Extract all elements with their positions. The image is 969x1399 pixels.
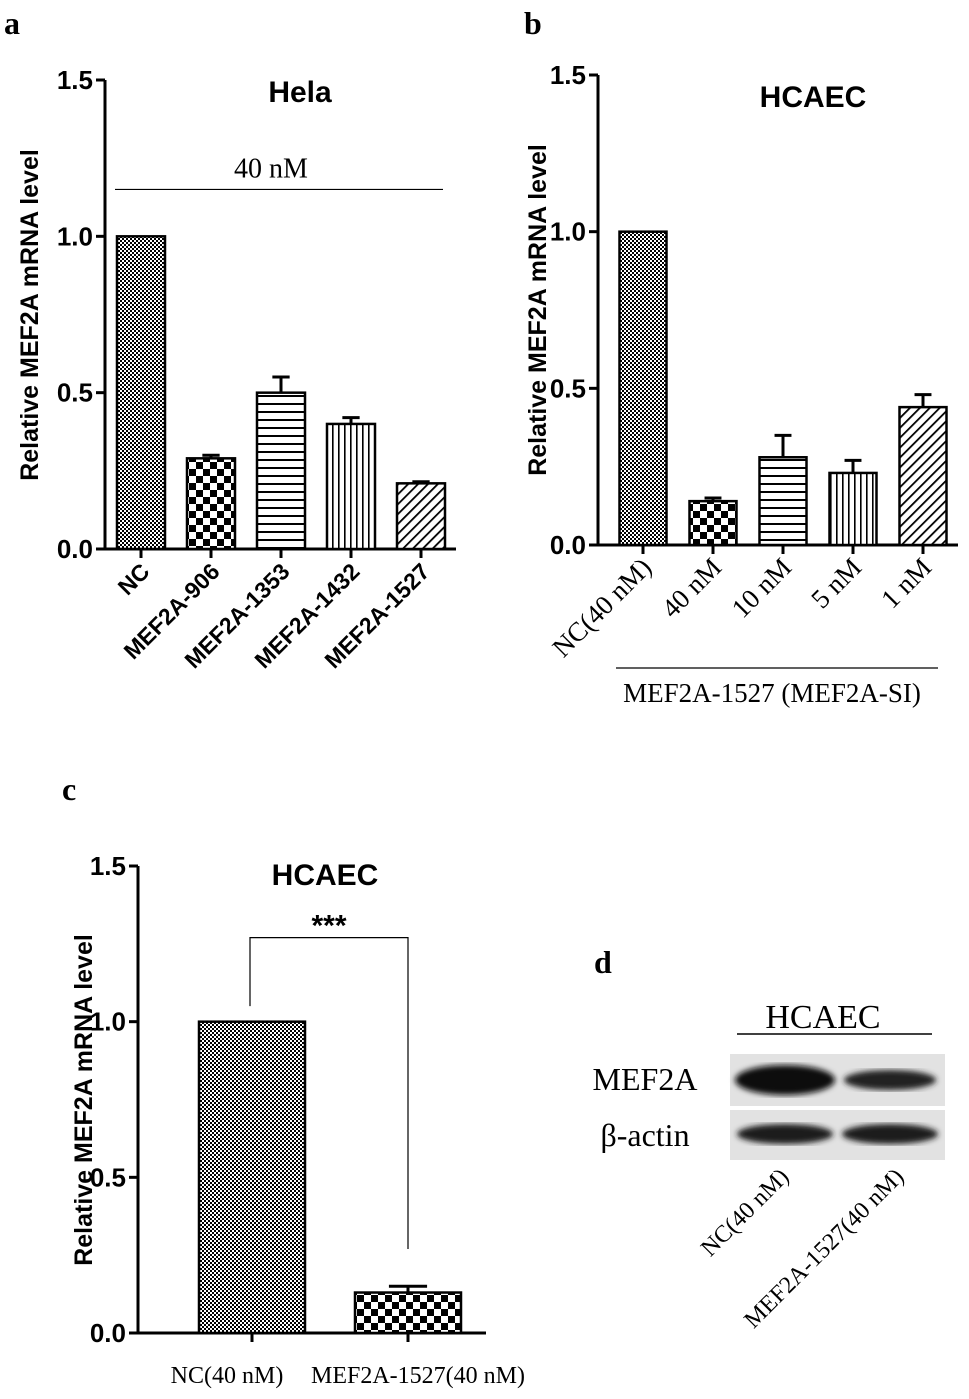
blot-band	[735, 1065, 835, 1095]
chart-title: HCAEC	[760, 81, 867, 114]
bar	[115, 235, 167, 551]
y-tick-label: 0.5	[57, 378, 93, 408]
y-axis-label: Relative MEF2A mRNA level	[16, 149, 44, 481]
blot-title: HCAEC	[765, 999, 880, 1036]
panel-letter: c	[62, 771, 76, 807]
group-label: MEF2A-1527 (MEF2A-SI)	[623, 678, 921, 708]
bar	[185, 457, 237, 551]
x-tick-label: 40 nM	[656, 552, 728, 624]
significance-bracket	[249, 937, 409, 1249]
y-tick-label: 0.5	[550, 373, 586, 403]
y-tick-label: 1.5	[550, 60, 586, 90]
bar	[197, 1020, 307, 1335]
y-axis-label: Relative MEF2A mRNA level	[70, 934, 98, 1266]
blot-row-label: β-actin	[600, 1117, 689, 1153]
panel-letter: b	[524, 5, 542, 41]
bar	[353, 1291, 463, 1335]
significance-label: ***	[311, 910, 346, 943]
y-axis-label: Relative MEF2A mRNA level	[524, 144, 552, 476]
bar	[828, 471, 878, 547]
y-tick-label: 0.0	[550, 530, 586, 560]
chart-title: Hela	[268, 76, 332, 109]
blot-band	[844, 1070, 936, 1090]
x-tick-label: NC(40 nM)	[171, 1363, 284, 1389]
blot-row-label: MEF2A	[593, 1061, 698, 1097]
x-tick-label: 1 nM	[875, 552, 937, 614]
blot-band	[842, 1124, 938, 1144]
bar	[325, 422, 377, 551]
panel-letter: d	[594, 944, 612, 980]
bar	[255, 391, 307, 551]
y-tick-label: 1.0	[550, 217, 586, 247]
x-tick-label: MEF2A-1527(40 nM)	[311, 1363, 525, 1389]
y-tick-label: 1.5	[57, 65, 93, 95]
x-tick-label: NC	[113, 558, 155, 600]
panel-letter: a	[4, 5, 20, 41]
y-tick-label: 0.5	[90, 1162, 126, 1192]
annotation: 40 nM	[234, 153, 308, 184]
y-tick-label: 1.0	[57, 221, 93, 251]
y-tick-label: 1.5	[90, 851, 126, 881]
bar	[618, 230, 668, 547]
bar	[395, 482, 447, 551]
y-tick-label: 1.0	[90, 1007, 126, 1037]
x-tick-label: 5 nM	[805, 552, 867, 614]
blot-panel: d HCAEC MEF2A β-actin NC(40 nM) MEF2A-15…	[593, 944, 945, 1334]
bar	[758, 456, 808, 547]
bar	[898, 405, 948, 547]
blot-lane-label: NC(40 nM)	[696, 1164, 794, 1262]
bar	[688, 499, 738, 547]
chart-title: HCAEC	[272, 859, 379, 892]
blot-band	[737, 1124, 833, 1144]
y-tick-label: 0.0	[90, 1318, 126, 1348]
x-tick-label: 10 nM	[726, 552, 798, 624]
x-tick-label: NC(40 nM)	[546, 552, 657, 663]
y-tick-label: 0.0	[57, 534, 93, 564]
